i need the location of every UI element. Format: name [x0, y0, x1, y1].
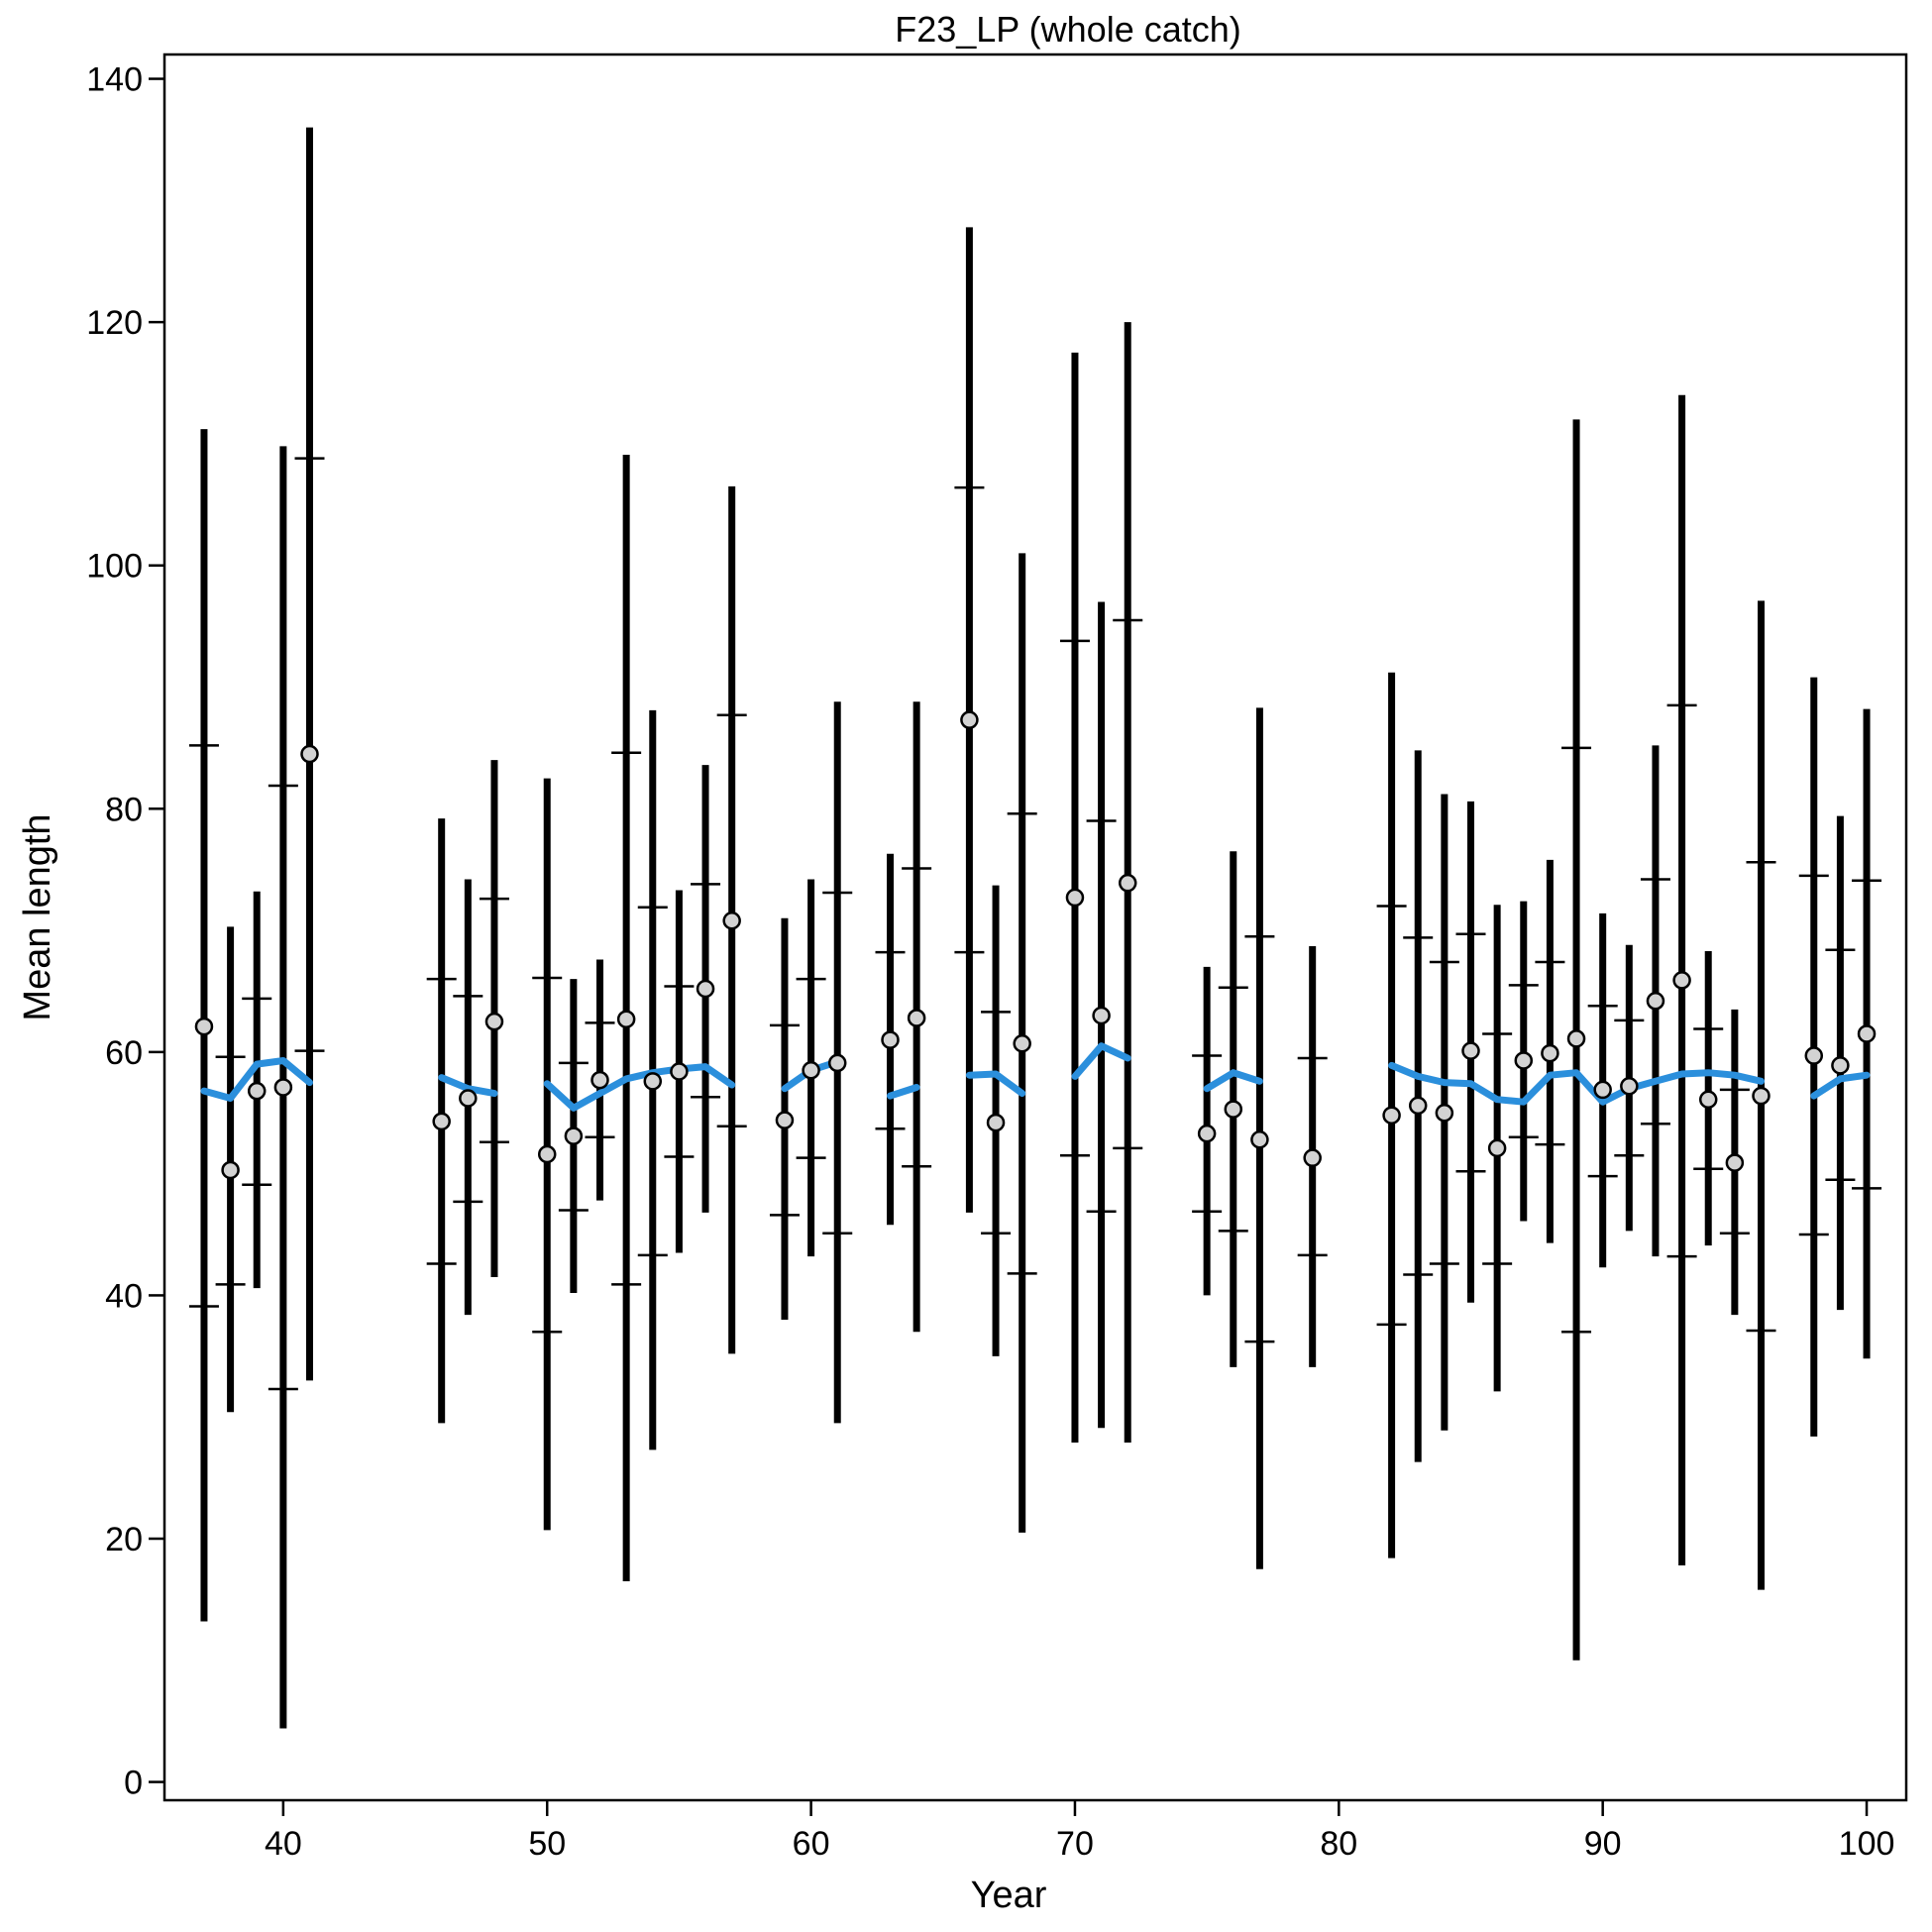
y-tick-label: 80 [105, 791, 143, 828]
x-tick-label: 80 [1320, 1825, 1357, 1863]
x-axis-label: Year [971, 1875, 1047, 1916]
observed-point [696, 979, 715, 999]
x-tick-label: 50 [528, 1825, 566, 1863]
observed-point [616, 1010, 636, 1028]
expected-line-segment [1810, 1071, 1871, 1100]
observed-point [484, 1012, 504, 1031]
x-axis: 40 50 60 70 80 90 100 [265, 1800, 1894, 1863]
y-tick-label: 0 [124, 1765, 143, 1802]
expected-line-segment [1388, 1061, 1765, 1106]
observed-point [590, 1070, 609, 1090]
observed-point [1804, 1046, 1824, 1065]
plot-frame [162, 53, 1908, 1802]
observed-point [1013, 1034, 1031, 1053]
observed-point [1672, 971, 1691, 990]
observed-point [1461, 1041, 1480, 1060]
observed-point [1435, 1104, 1454, 1123]
y-tick-label: 60 [105, 1034, 143, 1072]
observed-point [1566, 1029, 1586, 1048]
observed-point [564, 1127, 584, 1145]
observed-point [1065, 888, 1085, 908]
x-tick-label: 90 [1584, 1825, 1622, 1863]
y-tick-label: 120 [86, 304, 143, 342]
observed-point [194, 1017, 214, 1036]
y-axis: 0 20 40 60 80 100 120 140 [86, 61, 164, 1802]
observed-point [1698, 1090, 1718, 1109]
observed-points [194, 710, 1877, 1180]
observed-point [273, 1078, 293, 1097]
observed-point [459, 1089, 478, 1108]
observed-point [1593, 1080, 1612, 1100]
observed-point [1857, 1024, 1877, 1043]
y-tick-label: 40 [105, 1277, 143, 1315]
observed-point [1752, 1086, 1771, 1106]
observed-point [1303, 1148, 1322, 1167]
x-tick-label: 100 [1839, 1825, 1895, 1863]
expected-line-segment [887, 1084, 920, 1100]
observed-point [1831, 1056, 1850, 1075]
expected-line-segment [543, 1063, 736, 1112]
y-axis-label: Mean length [17, 813, 58, 1020]
observed-point [907, 1009, 926, 1027]
expected-line [200, 1042, 1871, 1112]
x-tick-label: 40 [265, 1825, 302, 1863]
observed-point [300, 744, 319, 764]
observed-point [1197, 1124, 1217, 1143]
observed-point [881, 1030, 900, 1049]
observed-point [986, 1113, 1006, 1132]
observed-point [1541, 1043, 1559, 1063]
observed-point [1250, 1130, 1269, 1149]
expected-line-segment [200, 1057, 313, 1102]
observed-point [802, 1061, 820, 1080]
observed-point [775, 1111, 795, 1129]
observed-point [1725, 1153, 1745, 1172]
expected-line-segment [1203, 1069, 1263, 1093]
observed-point [432, 1112, 451, 1131]
observed-point [722, 911, 741, 930]
expected-line-segment [1071, 1042, 1131, 1080]
observed-point [1092, 1006, 1111, 1025]
y-tick-label: 140 [86, 61, 143, 99]
observed-point [827, 1053, 847, 1073]
y-tick-label: 20 [105, 1521, 143, 1558]
observed-point [1408, 1096, 1428, 1116]
observed-point [1382, 1106, 1401, 1125]
observed-point [1487, 1138, 1507, 1158]
observed-point [537, 1144, 557, 1164]
observed-point [670, 1062, 689, 1081]
x-tick-label: 70 [1056, 1825, 1094, 1863]
observed-point [1620, 1076, 1639, 1096]
observed-point [221, 1160, 240, 1180]
observed-point [247, 1081, 267, 1101]
observed-point [1118, 873, 1137, 893]
observed-point [960, 710, 979, 729]
observed-point [643, 1072, 663, 1091]
observed-point [1646, 992, 1665, 1011]
observed-point [1514, 1051, 1534, 1070]
chart-title: F23_LP (whole catch) [895, 9, 1241, 50]
observed-point [1224, 1100, 1243, 1119]
y-tick-label: 100 [86, 548, 143, 586]
interval-bars [188, 127, 1882, 1729]
expected-line-segment [438, 1074, 498, 1098]
expected-line-segment [965, 1070, 1026, 1098]
x-tick-label: 60 [793, 1825, 830, 1863]
